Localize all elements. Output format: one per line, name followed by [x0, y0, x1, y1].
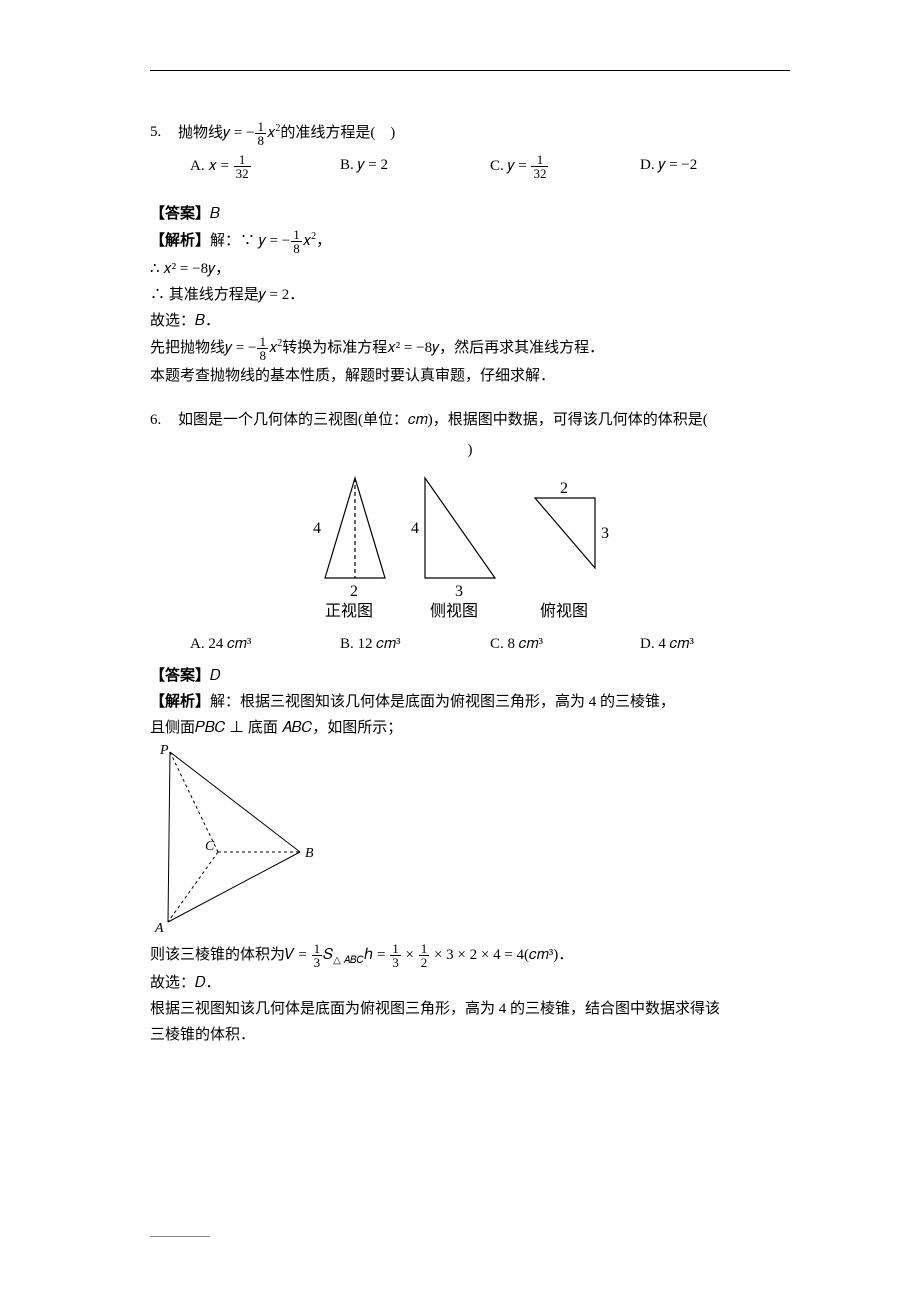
page: 5. 抛物线𝑦 = −18𝑥2的准线方程是( ) A. 𝑥 = 132 B. 𝑦…	[0, 0, 920, 1302]
q5-explain-1: 【解析】解：∵ 𝑦 = −18𝑥2，	[150, 228, 790, 255]
label-C: C	[205, 839, 215, 854]
fraction: 18	[255, 120, 266, 147]
q5-option-d: D. 𝑦 = −2	[640, 153, 790, 180]
q5-stem: 5. 抛物线𝑦 = −18𝑥2的准线方程是( )	[150, 120, 790, 147]
top-w: 2	[560, 480, 568, 497]
tetra-svg: P C B A	[150, 742, 330, 932]
q6-explain-5: 三棱锥的体积．	[150, 1023, 790, 1047]
q6-three-views: 4 2 正视图 4 3 侧视图 2 3 俯视图	[150, 468, 790, 626]
q5-explain-6: 本题考查抛物线的基本性质，解题时要认真审题，仔细求解．	[150, 364, 790, 388]
side-label: 侧视图	[430, 602, 478, 618]
q6-volume: 则该三棱锥的体积为𝑉 = 13𝑆△ 𝐴𝐵𝐶ℎ = 13 × 12 × 3 × 2…	[150, 942, 790, 969]
q5-explain-5: 先把抛物线𝑦 = −18𝑥2转换为标准方程𝑥² = −8𝑦，然后再求其准线方程．	[150, 335, 790, 362]
q6-paren-close: )	[150, 438, 790, 462]
front-label: 正视图	[325, 602, 373, 618]
q5-answer: 【答案】𝐵	[150, 202, 790, 226]
q6-stem: 6. 如图是一个几何体的三视图(单位：𝑐𝑚)，根据图中数据，可得该几何体的体积是…	[150, 408, 790, 432]
content: 5. 抛物线𝑦 = −18𝑥2的准线方程是( ) A. 𝑥 = 132 B. 𝑦…	[150, 120, 790, 1049]
q5-option-c: C. 𝑦 = 132	[490, 153, 640, 180]
bottom-rule	[150, 1236, 210, 1237]
q6-option-d: D. 4 𝑐𝑚³	[640, 632, 790, 656]
q6-explain-3: 故选：𝐷．	[150, 971, 790, 995]
top-label: 俯视图	[540, 602, 588, 618]
front-h: 4	[313, 520, 321, 537]
q5-option-a: A. 𝑥 = 132	[190, 153, 340, 180]
q6-explain-1: 【解析】解：根据三视图知该几何体是底面为俯视图三角形，高为 4 的三棱锥，	[150, 690, 790, 714]
q5-explain-2: ∴ 𝑥² = −8𝑦，	[150, 257, 790, 281]
q6-explain-2: 且侧面𝑃𝐵𝐶 ⊥ 底面 𝐴𝐵𝐶，如图所示；	[150, 716, 790, 740]
top-rule	[150, 70, 790, 71]
side-w: 3	[455, 583, 463, 600]
front-w: 2	[350, 583, 358, 600]
top-h: 3	[601, 525, 609, 542]
q6-answer: 【答案】𝐷	[150, 664, 790, 688]
three-views-svg: 4 2 正视图 4 3 侧视图 2 3 俯视图	[305, 468, 635, 618]
q6-options: A. 24 𝑐𝑚³ B. 12 𝑐𝑚³ C. 8 𝑐𝑚³ D. 4 𝑐𝑚³	[190, 632, 790, 656]
q6-option-a: A. 24 𝑐𝑚³	[190, 632, 340, 656]
q6-number: 6.	[150, 408, 178, 432]
q5-explain-3: ∴ 其准线方程是𝑦 = 2．	[150, 283, 790, 307]
q5-options: A. 𝑥 = 132 B. 𝑦 = 2 C. 𝑦 = 132 D. 𝑦 = −2	[190, 153, 790, 180]
q6-option-c: C. 8 𝑐𝑚³	[490, 632, 640, 656]
side-h: 4	[411, 520, 419, 537]
label-A: A	[154, 921, 164, 932]
q5-option-b: B. 𝑦 = 2	[340, 153, 490, 180]
q6-option-b: B. 12 𝑐𝑚³	[340, 632, 490, 656]
label-P: P	[159, 743, 169, 758]
label-B: B	[305, 846, 314, 861]
q6-explain-4: 根据三视图知该几何体是底面为俯视图三角形，高为 4 的三棱锥，结合图中数据求得该	[150, 997, 790, 1021]
q6-tetra-figure: P C B A	[150, 742, 790, 940]
q6-text: 如图是一个几何体的三视图(单位：𝑐𝑚)，根据图中数据，可得该几何体的体积是(	[178, 408, 708, 432]
q5-number: 5.	[150, 120, 178, 144]
q5-text: 抛物线𝑦 = −18𝑥2的准线方程是( )	[178, 120, 395, 147]
q5-explain-4: 故选：𝐵．	[150, 309, 790, 333]
